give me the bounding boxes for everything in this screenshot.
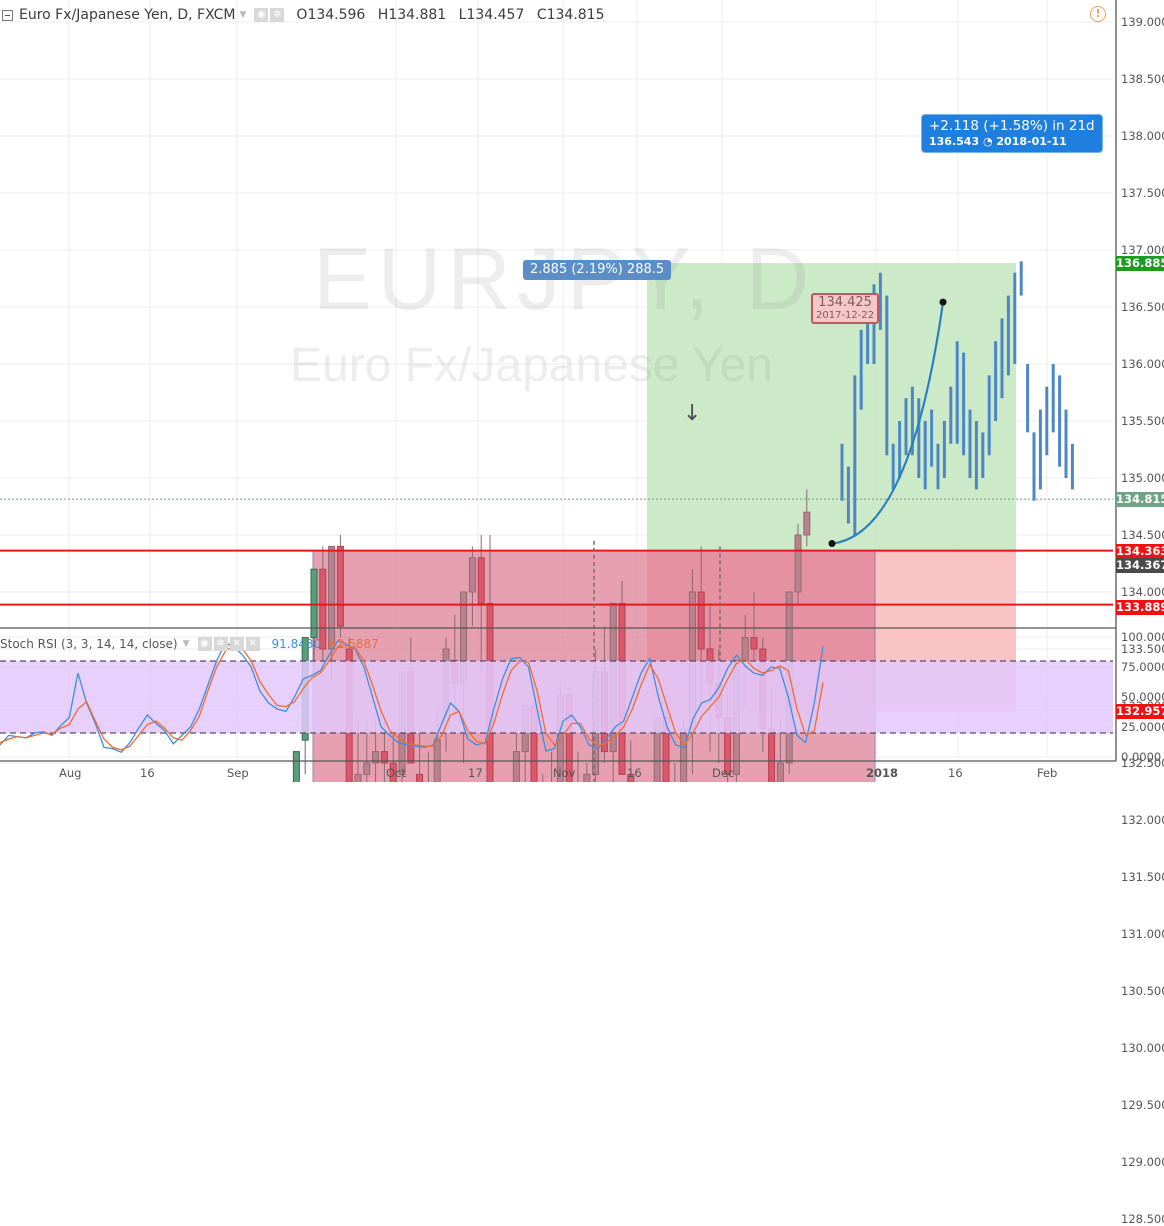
time-tick: Feb: [1037, 766, 1058, 780]
price-tick: 129.000: [1121, 1155, 1164, 1169]
chevron-down-icon[interactable]: ▼: [182, 639, 190, 649]
time-tick: 16: [627, 766, 642, 780]
move-label: +2.118 (+1.58%) in 21d: [929, 118, 1095, 134]
price-tick: 130.000: [1121, 1041, 1164, 1055]
price-tick: 131.000: [1121, 927, 1164, 941]
time-tick: Dec: [712, 766, 735, 780]
stoch-d-value: 62.5887: [329, 637, 379, 651]
indicator-tick: 25.0000: [1121, 720, 1164, 734]
price-tick: 132.500: [1121, 756, 1164, 770]
anchor-price: 134.425: [818, 295, 872, 310]
time-tick: Oct: [386, 766, 406, 780]
move-sub: 136.543 ◔ 2018-01-11: [929, 135, 1095, 149]
symbol-title[interactable]: Euro Fx/Japanese Yen, D, FXCM: [19, 7, 236, 23]
stoch-k-value: 91.8430: [271, 637, 322, 651]
price-tick: 136.000: [1121, 357, 1164, 371]
move-target-price: 136.543: [929, 135, 980, 148]
eye-icon[interactable]: ◉: [197, 637, 212, 651]
high-value: H134.881: [377, 7, 447, 23]
range-measure-label[interactable]: 2.885 (2.19%) 288.5: [523, 260, 672, 280]
description-watermark: Euro Fx/Japanese Yen: [290, 339, 774, 392]
eye-icon[interactable]: ◉: [254, 8, 269, 22]
price-tick: 137.500: [1121, 186, 1164, 200]
price-tick: 135.500: [1121, 414, 1164, 428]
price-tag: 133.889: [1116, 599, 1164, 615]
alert-warning-icon[interactable]: !: [1090, 6, 1106, 22]
price-tick: 137.000: [1121, 243, 1164, 257]
time-tick: 2018: [866, 766, 899, 780]
stoch-band: [0, 661, 1113, 733]
time-tick: Aug: [59, 766, 82, 780]
price-tag: 132.957: [1116, 703, 1164, 719]
gear-icon[interactable]: ✲: [213, 637, 228, 651]
price-chart-canvas[interactable]: ↓: [0, 0, 1164, 782]
time-tick: 16: [140, 766, 155, 780]
projection-curve[interactable]: [831, 301, 945, 545]
collapse-legend-icon[interactable]: [2, 9, 13, 21]
level-lines[interactable]: [0, 498, 1113, 606]
price-tick: 136.500: [1121, 300, 1164, 314]
anchor-point-tooltip[interactable]: 134.425 2017-12-22: [811, 293, 880, 324]
time-tick: Sep: [227, 766, 249, 780]
price-tick: 139.000: [1121, 15, 1164, 29]
move-target-date: 2018-01-11: [996, 135, 1067, 148]
indicator-title[interactable]: Stoch RSI (3, 3, 14, 14, close): [0, 637, 178, 651]
main-series-legend: Euro Fx/Japanese Yen, D, FXCM ▼ ◉ ✲ O134…: [0, 5, 613, 25]
indicator-legend: Stoch RSI (3, 3, 14, 14, close) ▼ ◉ ✲ ✕ …: [0, 635, 379, 653]
indicator-tick: 100.0000: [1121, 630, 1164, 644]
close-icon[interactable]: ✕: [245, 637, 260, 651]
price-tick: 135.000: [1121, 471, 1164, 485]
stoch-d-line: [0, 644, 824, 751]
price-tick: 134.500: [1121, 528, 1164, 542]
price-tick: 138.500: [1121, 72, 1164, 86]
target-point: [939, 298, 947, 306]
indicator-tick: 50.0000: [1121, 690, 1164, 704]
price-tick: 131.500: [1121, 870, 1164, 884]
price-tag: 134.363: [1116, 543, 1164, 559]
price-tag: 136.885: [1116, 256, 1164, 272]
price-tick: 129.500: [1121, 1098, 1164, 1112]
anchor-point: [828, 540, 836, 548]
price-tag: 134.815: [1116, 492, 1164, 508]
price-tick: 133.500: [1121, 642, 1164, 656]
projected-bars: [840, 261, 1074, 535]
remove-icon[interactable]: ✕: [229, 637, 244, 651]
ohlc-values: O134.596 H134.881 L134.457 C134.815: [296, 7, 612, 23]
low-value: L134.457: [458, 7, 525, 23]
gear-icon[interactable]: ✲: [270, 8, 285, 22]
indicator-tick: 0.0000: [1121, 750, 1162, 764]
price-tick: 132.000: [1121, 813, 1164, 827]
down-arrow-icon: ↓: [683, 401, 701, 426]
price-tag: 134.367: [1116, 558, 1164, 574]
chevron-down-icon[interactable]: ▼: [239, 10, 247, 20]
indicator-tick: 75.0000: [1121, 660, 1164, 674]
price-move-tooltip[interactable]: +2.118 (+1.58%) in 21d 136.543 ◔ 2018-01…: [922, 115, 1102, 152]
price-tick: 130.500: [1121, 984, 1164, 998]
price-tick: 138.000: [1121, 129, 1164, 143]
anchor-date: 2017-12-22: [816, 310, 875, 321]
time-tick: Nov: [553, 766, 576, 780]
open-value: O134.596: [296, 7, 366, 23]
time-tick: 16: [948, 766, 963, 780]
clock-icon: ◔: [982, 135, 997, 148]
price-tick: 134.000: [1121, 585, 1164, 599]
close-value: C134.815: [536, 7, 605, 23]
time-tick: 17: [468, 766, 483, 780]
price-tick: 128.500: [1121, 1212, 1164, 1226]
